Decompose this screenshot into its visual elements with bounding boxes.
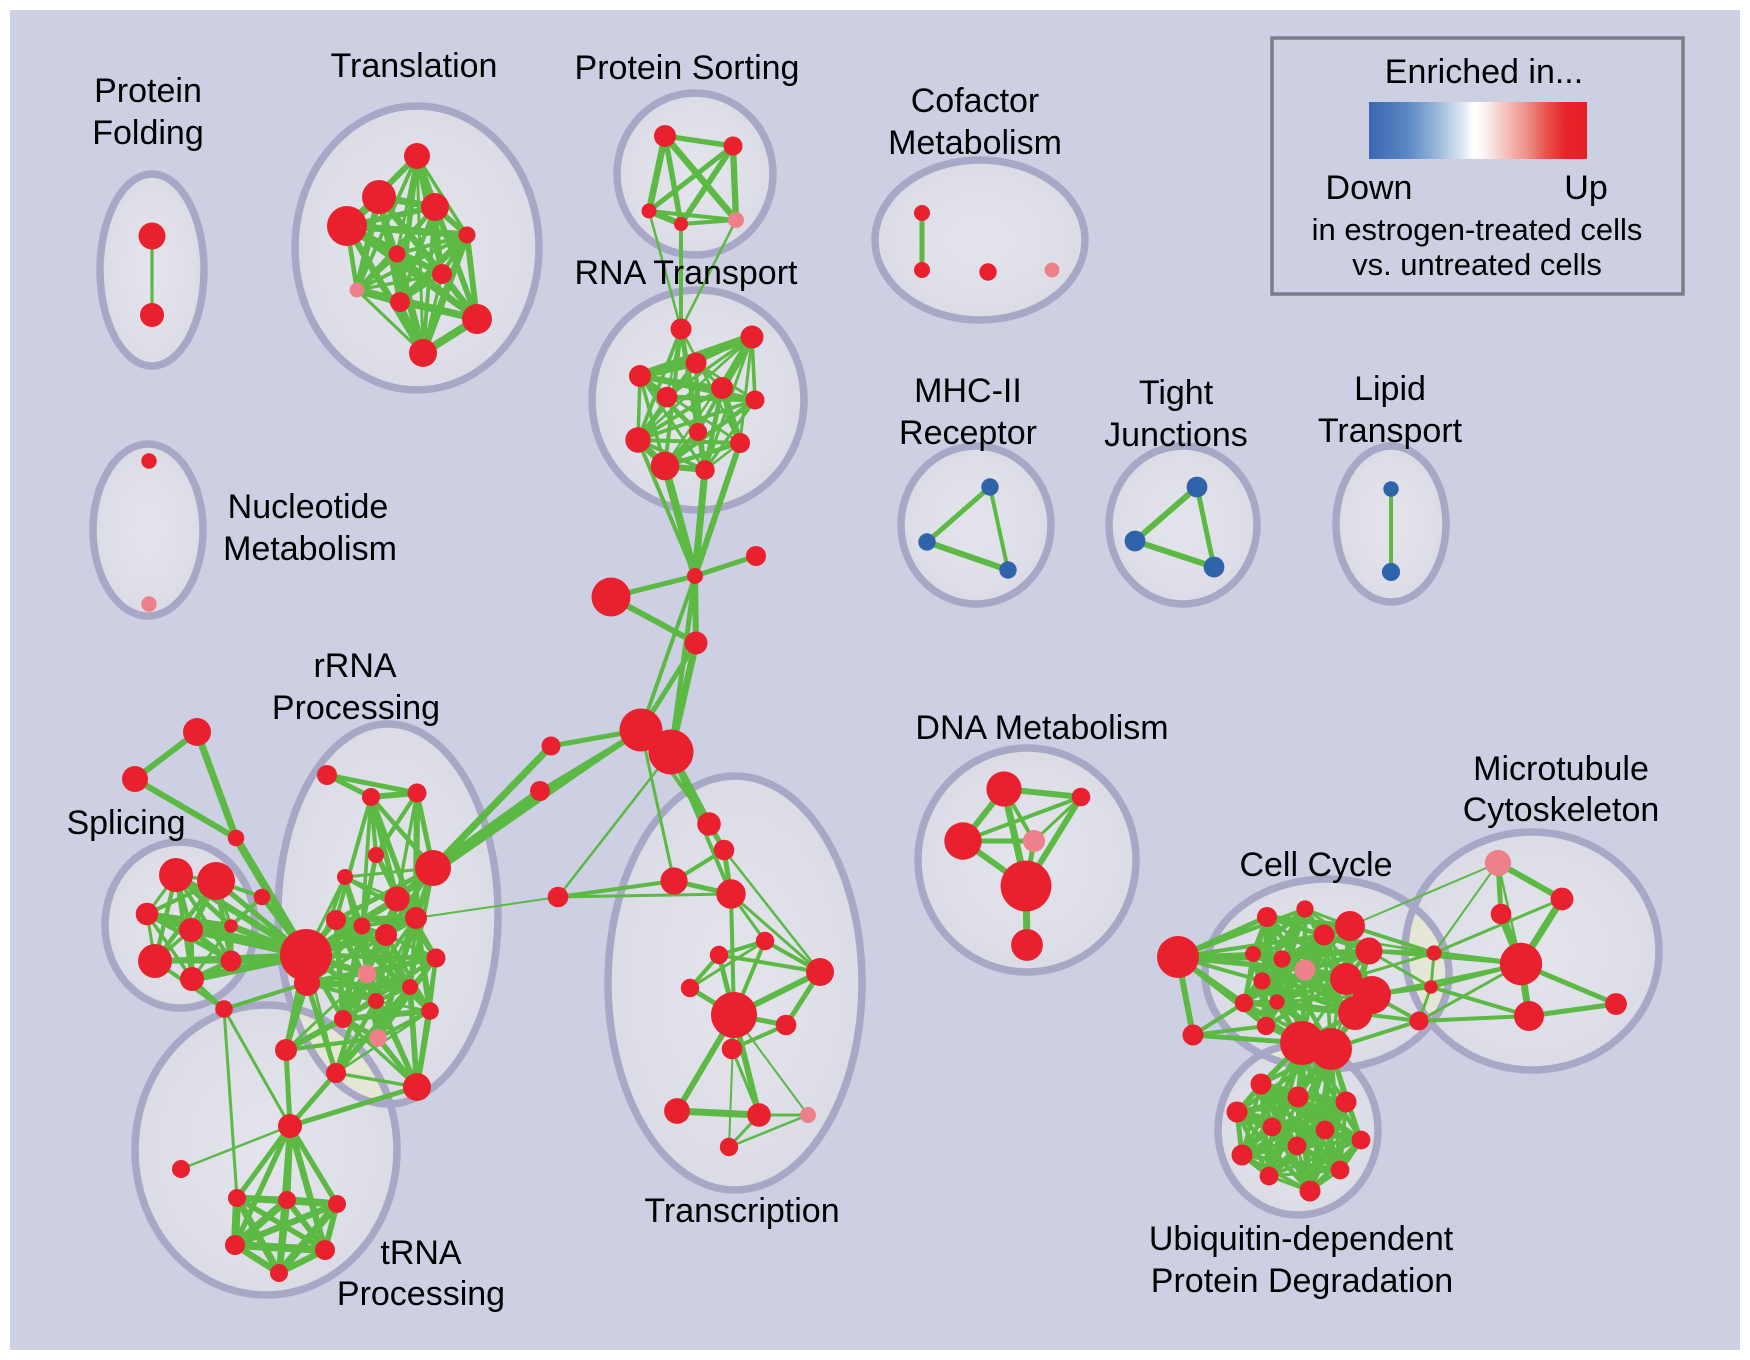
svg-text:Microtubule: Microtubule: [1473, 750, 1649, 788]
svg-text:Protein: Protein: [94, 72, 202, 110]
svg-text:Receptor: Receptor: [899, 414, 1037, 452]
svg-text:Cell Cycle: Cell Cycle: [1239, 846, 1392, 884]
svg-text:Down: Down: [1326, 169, 1413, 207]
svg-text:Metabolism: Metabolism: [888, 124, 1062, 162]
svg-text:Junctions: Junctions: [1104, 416, 1248, 454]
svg-text:RNA Transport: RNA Transport: [575, 254, 799, 292]
svg-text:Protein Sorting: Protein Sorting: [575, 49, 800, 87]
svg-text:MHC-II: MHC-II: [914, 372, 1022, 410]
svg-text:Tight: Tight: [1139, 374, 1214, 412]
svg-text:Transport: Transport: [1318, 412, 1463, 450]
svg-text:DNA Metabolism: DNA Metabolism: [915, 709, 1168, 747]
svg-text:Up: Up: [1564, 169, 1607, 207]
svg-text:Lipid: Lipid: [1354, 370, 1426, 408]
svg-text:Processing: Processing: [337, 1275, 505, 1313]
svg-text:Metabolism: Metabolism: [223, 530, 397, 568]
svg-text:in estrogen-treated cells: in estrogen-treated cells: [1312, 212, 1643, 247]
svg-text:Splicing: Splicing: [66, 804, 185, 842]
svg-text:rRNA: rRNA: [313, 647, 396, 685]
svg-text:tRNA: tRNA: [380, 1234, 462, 1272]
svg-text:Enriched in...: Enriched in...: [1385, 53, 1583, 91]
svg-text:Protein Degradation: Protein Degradation: [1151, 1262, 1453, 1300]
svg-text:Nucleotide: Nucleotide: [228, 488, 389, 526]
svg-text:Cofactor: Cofactor: [911, 82, 1040, 120]
svg-text:Translation: Translation: [331, 47, 498, 85]
svg-text:Ubiquitin-dependent: Ubiquitin-dependent: [1149, 1220, 1454, 1258]
svg-text:Cytoskeleton: Cytoskeleton: [1463, 791, 1660, 829]
svg-text:vs. untreated cells: vs. untreated cells: [1352, 247, 1602, 282]
svg-text:Folding: Folding: [92, 114, 204, 152]
svg-text:Processing: Processing: [272, 689, 440, 727]
svg-text:Transcription: Transcription: [644, 1192, 839, 1230]
